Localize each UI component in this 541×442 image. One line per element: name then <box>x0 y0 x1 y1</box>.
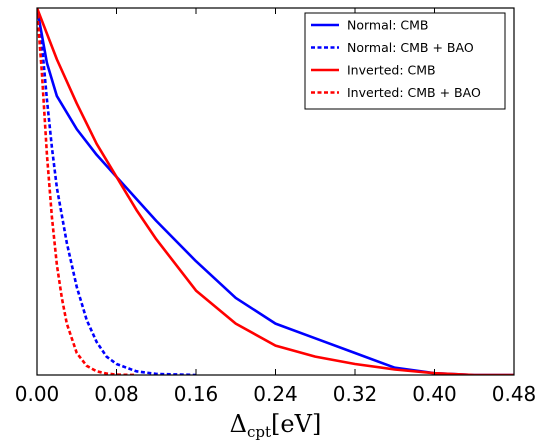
x-axis-label-subscript: cpt <box>247 423 271 441</box>
x-tick-label-6: 0.48 <box>492 382 537 406</box>
legend: Normal: CMB Normal: CMB + BAO Inverted: CM… <box>304 12 506 110</box>
x-tick-label-5: 0.40 <box>412 382 457 406</box>
x-axis-label: Δcpt[eV] <box>230 410 322 441</box>
x-tick-label-0: 0.00 <box>15 382 60 406</box>
ticks-layer: 0.00 0.08 0.16 0.24 0.32 0.40 0.48 <box>15 8 537 406</box>
legend-label-2: Normal: CMB + BAO <box>347 40 474 55</box>
legend-label-3: Inverted: CMB <box>347 63 436 78</box>
series-layer <box>37 8 514 375</box>
series-line-2 <box>37 8 197 375</box>
legend-label-4: Inverted: CMB + BAO <box>347 85 481 100</box>
x-tick-label-3: 0.24 <box>253 382 298 406</box>
series-line-3 <box>37 8 514 375</box>
plot-area: 0.00 0.08 0.16 0.24 0.32 0.40 0.48 <box>15 7 537 406</box>
x-axis-label-symbol: Δ <box>230 410 247 438</box>
x-tick-label-4: 0.32 <box>333 382 378 406</box>
x-tick-label-1: 0.08 <box>94 382 139 406</box>
series-line-4 <box>37 8 137 375</box>
x-axis-label-unit: [eV] <box>271 410 321 438</box>
x-tick-label-2: 0.16 <box>174 382 219 406</box>
legend-label-1: Normal: CMB <box>347 18 429 33</box>
